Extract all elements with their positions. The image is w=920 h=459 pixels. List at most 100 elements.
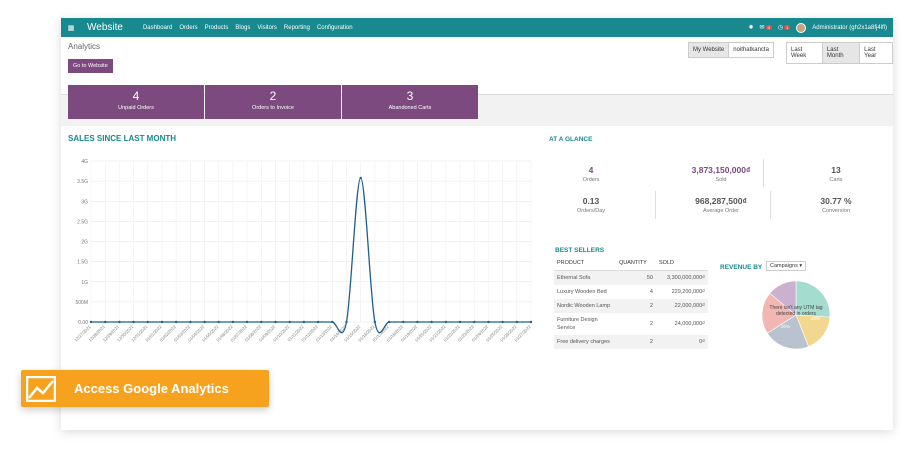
menu-blogs[interactable]: Blogs (235, 24, 251, 31)
data-point (174, 320, 178, 324)
table-row[interactable]: Ethernal Sofa 50 3,300,000,000₫ (554, 270, 708, 285)
cell-quantity: 2 (616, 335, 656, 349)
bug-icon[interactable]: ✹ (748, 25, 754, 31)
menu-configuration[interactable]: Configuration (316, 24, 353, 31)
data-point (217, 320, 220, 324)
table-row[interactable]: Luxury Wooden Bed 4 229,200,000₫ (554, 285, 708, 299)
data-point (203, 320, 206, 324)
go-to-website-button[interactable]: Go to Website (68, 59, 113, 73)
glance-orders-per-day: 0.13 Orders/Day (551, 196, 631, 214)
glance-carts: 13 Carts (796, 165, 876, 183)
glance-value: 0.13 (582, 196, 600, 206)
glance-value: 30.77 % (820, 196, 852, 206)
data-point (146, 320, 149, 324)
data-point (274, 320, 277, 324)
activity-badge: 1 (784, 25, 791, 30)
breadcrumb: Analytics (68, 42, 101, 51)
data-point (473, 320, 476, 324)
data-point (345, 320, 348, 324)
glance-value: 968,287,500₫ (695, 196, 747, 206)
kpi-abandoned-carts[interactable]: 3 Abandoned Carts (342, 85, 478, 119)
pie-slice (766, 314, 809, 350)
cell-quantity: 4 (649, 289, 653, 295)
access-google-analytics-button[interactable]: Access Google Analytics (21, 370, 269, 407)
activity-icon[interactable]: ◷ 1 (777, 25, 791, 31)
apps-grid-icon[interactable]: ▦ (67, 24, 75, 32)
table-row[interactable]: Free delivery charges 2 0₫ (554, 335, 708, 349)
data-point (529, 320, 533, 324)
cta-label: Access Google Analytics (74, 381, 229, 396)
pie-slice-label: 20% (811, 316, 820, 321)
menu-reporting[interactable]: Reporting (283, 24, 310, 31)
cell-product: Free delivery charges (554, 335, 616, 349)
menu-orders[interactable]: Orders (179, 24, 198, 31)
period-switcher: Last Week Last Month Last Year (786, 42, 893, 64)
glance-divider (770, 191, 771, 219)
glance-conversion: 30.77 % Conversion (796, 196, 876, 214)
data-point (260, 320, 263, 324)
data-point (118, 320, 121, 324)
menu-products[interactable]: Products (204, 24, 229, 31)
glance-label: Orders/Day (576, 208, 606, 214)
data-point (189, 320, 192, 324)
data-point (316, 320, 320, 324)
glance-value: 4 (588, 165, 594, 175)
menu-visitors[interactable]: Visitors (257, 24, 277, 31)
sales-line-chart: 4G3.5G3G2.5G2G1.5G1G500M0.0012/27/202112… (73, 159, 533, 343)
kpi-label: Abandoned Carts (388, 105, 432, 111)
data-point (89, 320, 93, 324)
best-sellers-table: PRODUCT QUANTITY SOLD Ethernal Sofa 50 3… (554, 256, 708, 349)
cell-sold: 24,000,000₫ (674, 321, 705, 327)
revenue-dropdown[interactable]: Campaigns ▾ (766, 261, 807, 271)
chat-badge: 4 (765, 25, 772, 30)
data-point (402, 320, 405, 324)
glance-label: Carts (829, 177, 843, 183)
col-quantity: QUANTITY (616, 256, 656, 271)
glance-divider (763, 159, 764, 187)
data-point (458, 320, 462, 324)
data-point (416, 320, 419, 324)
app-brand[interactable]: Website (87, 22, 123, 33)
y-tick-label: 1G (81, 280, 88, 286)
data-point (359, 176, 362, 180)
y-tick-label: 3.5G (77, 179, 88, 185)
y-tick-label: 0.00 (78, 320, 88, 326)
data-point (373, 320, 377, 324)
data-point (132, 320, 135, 324)
glance-title: AT A GLANCE (549, 136, 593, 143)
top-navbar: ▦ Website Dashboard Orders Products Blog… (61, 18, 893, 37)
period-last-month[interactable]: Last Month (822, 43, 861, 63)
kpi-label: Orders to Invoice (252, 105, 294, 111)
pie-slice (761, 292, 797, 334)
period-last-year[interactable]: Last Year (864, 47, 877, 59)
y-tick-label: 2.5G (77, 219, 88, 225)
data-point (160, 320, 164, 324)
cell-sold: 229,200,000₫ (671, 289, 705, 295)
kpi-unpaid-orders[interactable]: 4 Unpaid Orders (68, 85, 204, 119)
glance-average-order: 968,287,500₫ Average Order (666, 196, 776, 214)
website-switcher: My Website noithatkancta (688, 42, 774, 58)
data-point (501, 320, 504, 324)
analytics-chart-icon (26, 375, 56, 402)
kpi-label: Unpaid Orders (118, 105, 154, 111)
kpi-orders-to-invoice[interactable]: 2 Orders to Invoice (205, 85, 341, 119)
menu-dashboard[interactable]: Dashboard (142, 24, 173, 31)
table-row[interactable]: Nordic Wooden Lamp 2 22,000,000₫ (554, 299, 708, 313)
caret-down-icon: ▾ (799, 263, 803, 269)
revenue-empty-note: There isn't any UTM tag detected in orde… (769, 305, 823, 317)
user-avatar[interactable] (796, 22, 807, 33)
revenue-pie-chart: 20% 20% (761, 280, 831, 350)
app-window: ▦ Website Dashboard Orders Products Blog… (61, 18, 893, 430)
website-noithatkancta[interactable]: noithatkancta (733, 47, 769, 53)
dashboard-panel: SALES SINCE LAST MONTH 4G 3.5G 3G 2.5G 2G 1.5… (61, 126, 893, 430)
website-my-website[interactable]: My Website (689, 43, 730, 57)
chat-icon[interactable]: ✉ 4 (759, 25, 772, 31)
period-last-week[interactable]: Last Week (787, 43, 823, 63)
cell-quantity: 2 (649, 321, 653, 327)
cell-sold: 0₫ (655, 335, 708, 349)
table-row[interactable]: Furniture Design Service 2 24,000,000₫ (554, 313, 708, 335)
best-sellers-title: BEST SELLERS (555, 247, 605, 254)
user-name[interactable]: Administrator (gh2x1a8fj4lfl) (812, 24, 887, 31)
cell-sold: 3,300,000,000₫ (655, 270, 708, 285)
col-sold: SOLD (655, 256, 708, 271)
